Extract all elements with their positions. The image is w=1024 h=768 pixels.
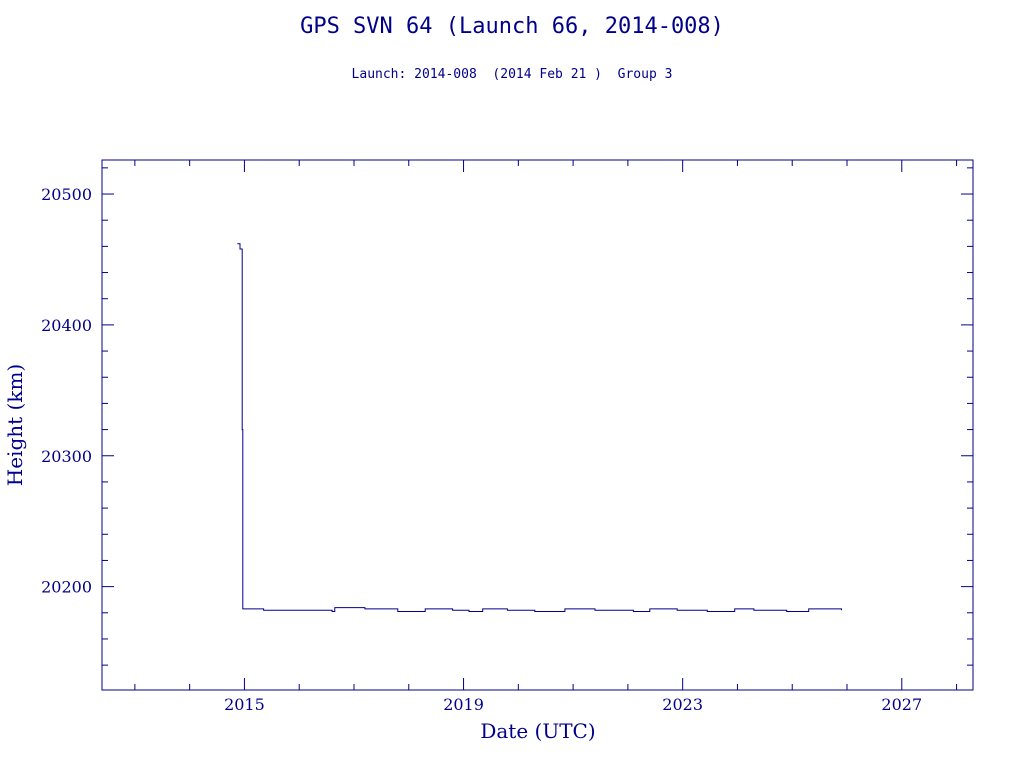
y-tick-label: 20500 (41, 185, 92, 204)
axis-ticks (102, 160, 973, 690)
chart-title: GPS SVN 64 (Launch 66, 2014-008) (300, 14, 724, 39)
tick-labels: 2015 2019 2023 2027 20200 20300 20400 20500 (41, 185, 922, 714)
x-tick-label: 2023 (662, 695, 703, 714)
plot-frame (101, 159, 974, 691)
y-tick-label: 20200 (41, 578, 92, 597)
chart-subtitle: Launch: 2014-008 (2014 Feb 21 ) Group 3 (351, 67, 673, 82)
y-tick-label: 20300 (41, 447, 92, 466)
y-axis-label: Height (km) (3, 364, 27, 486)
height-series-line (237, 243, 842, 612)
x-axis-label: Date (UTC) (480, 719, 595, 743)
series-layer (237, 243, 842, 612)
x-tick-label: 2027 (881, 695, 922, 714)
x-tick-label: 2015 (224, 695, 265, 714)
y-tick-label: 20400 (41, 316, 92, 335)
x-tick-label: 2019 (443, 695, 484, 714)
